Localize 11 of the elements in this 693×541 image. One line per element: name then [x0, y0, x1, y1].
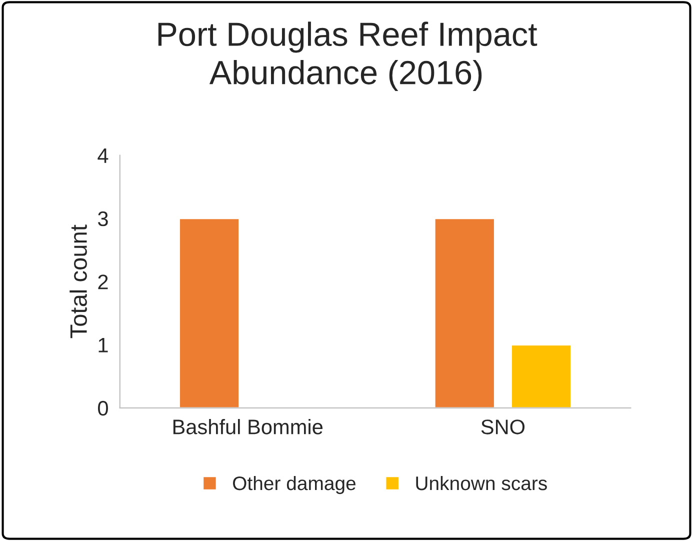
legend-label: Unknown scars [416, 476, 547, 490]
x-tick-label: SNO [481, 420, 525, 434]
y-axis-title: Total count [70, 224, 87, 338]
x-tick-label: Bashful Bommie [173, 419, 322, 434]
y-tick-label: 0 [98, 400, 108, 416]
y-tick-label: 1 [98, 338, 108, 352]
chart-title: Port Douglas Reef Impact Abundance (2016) [158, 22, 538, 92]
y-tick-label: 2 [98, 274, 108, 290]
legend-label: Other damage [232, 476, 356, 494]
y-tick-label: 3 [98, 211, 108, 226]
y-tick-label: 4 [98, 148, 108, 163]
